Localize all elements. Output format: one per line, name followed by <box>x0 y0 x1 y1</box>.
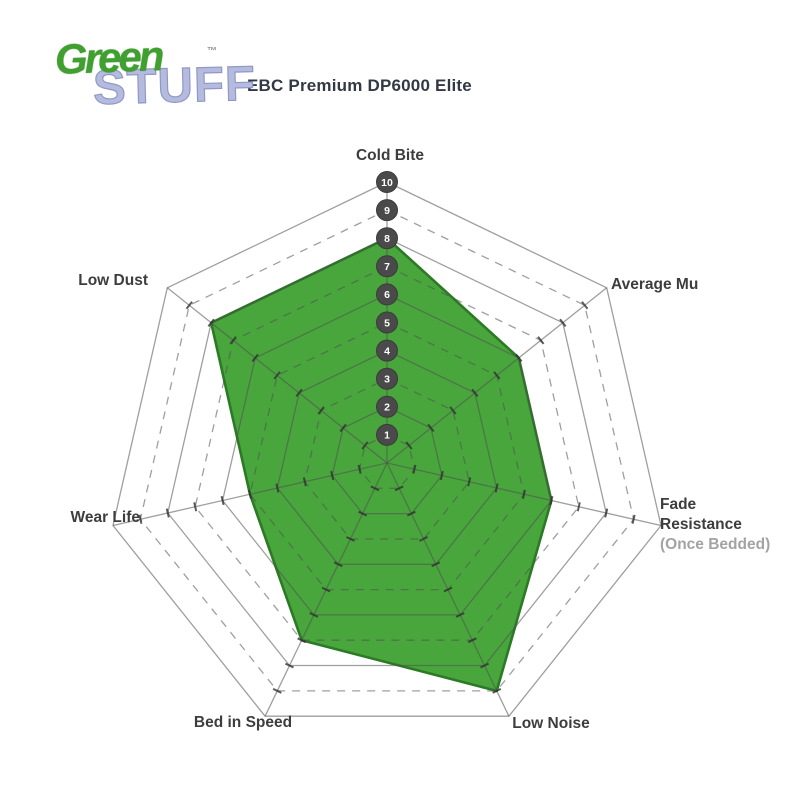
svg-text:7: 7 <box>384 261 390 273</box>
axis-label-wear-life: Wear Life <box>70 509 141 526</box>
axis-label-low-dust: Low Dust <box>78 272 148 289</box>
fade-resistance-line1: Fade <box>660 496 697 513</box>
svg-text:8: 8 <box>384 233 390 245</box>
fade-resistance-line2: Resistance <box>660 516 742 533</box>
axis-label-bed-in-speed: Bed in Speed <box>193 714 293 731</box>
svg-text:3: 3 <box>384 374 390 386</box>
logo-green-text: Green <box>54 32 163 83</box>
svg-text:4: 4 <box>384 345 390 357</box>
trademark-symbol: ™ <box>207 46 217 57</box>
svg-text:6: 6 <box>384 289 390 301</box>
svg-text:10: 10 <box>381 177 393 189</box>
svg-text:5: 5 <box>384 317 390 329</box>
greenstuff-logo: STUFF Green ™ <box>54 32 257 134</box>
chart-title: EBC Premium DP6000 Elite <box>247 76 472 95</box>
axis-label-cold-bite: Cold Bite <box>355 147 425 164</box>
svg-text:1: 1 <box>384 430 390 442</box>
svg-text:9: 9 <box>384 205 390 217</box>
fade-resistance-subnote: (Once Bedded) <box>660 536 771 553</box>
axis-label-average-mu: Average Mu <box>611 276 699 293</box>
axis-label-low-noise: Low Noise <box>512 715 590 732</box>
svg-text:2: 2 <box>384 402 390 414</box>
axis-label-fade-resistance: Fade Resistance (Once Bedded) <box>660 495 770 555</box>
